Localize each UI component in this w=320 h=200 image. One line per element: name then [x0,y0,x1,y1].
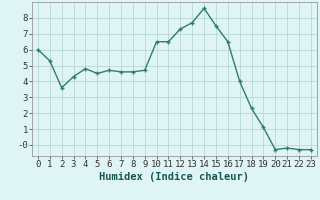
X-axis label: Humidex (Indice chaleur): Humidex (Indice chaleur) [100,172,249,182]
